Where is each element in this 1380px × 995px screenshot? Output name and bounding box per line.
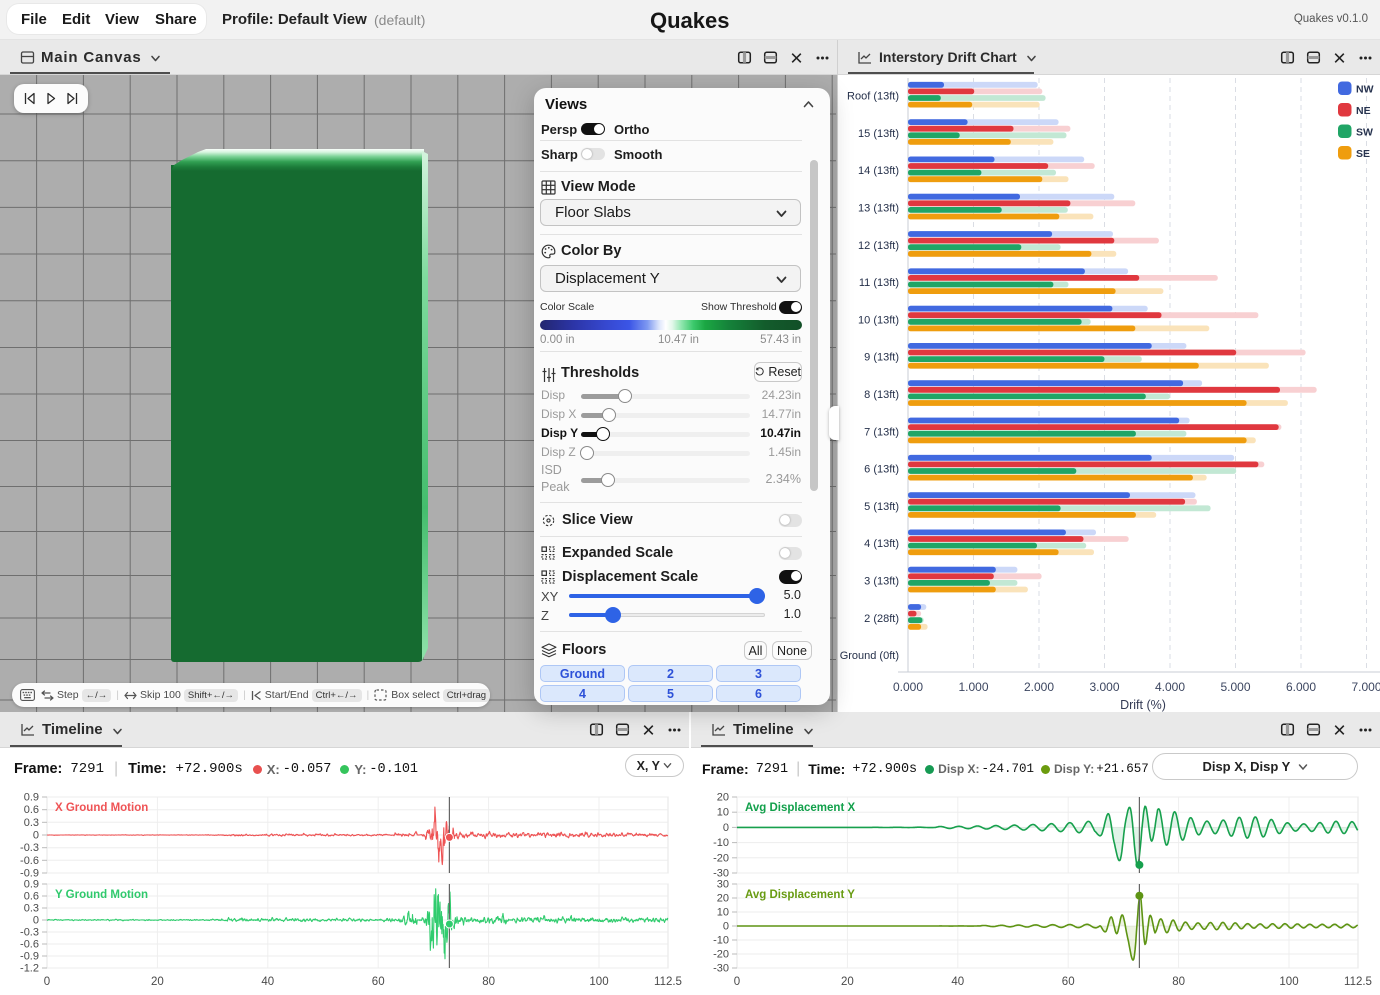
- svg-text:2.000: 2.000: [1024, 680, 1054, 694]
- svg-text:6.000: 6.000: [1286, 680, 1316, 694]
- svg-text:14 (13ft): 14 (13ft): [858, 165, 899, 177]
- svg-text:13 (13ft): 13 (13ft): [858, 203, 899, 215]
- svg-text:7.000: 7.000: [1351, 680, 1380, 694]
- svg-text:9 (13ft): 9 (13ft): [864, 352, 899, 364]
- svg-text:11 (13ft): 11 (13ft): [859, 277, 899, 289]
- svg-text:6 (13ft): 6 (13ft): [864, 464, 899, 476]
- svg-text:1.000: 1.000: [958, 680, 988, 694]
- svg-text:Drift (%): Drift (%): [1120, 698, 1166, 712]
- svg-text:0.000: 0.000: [893, 680, 923, 694]
- svg-text:Ground (0ft): Ground (0ft): [840, 650, 899, 662]
- svg-text:SW: SW: [1356, 127, 1373, 139]
- svg-text:NE: NE: [1356, 105, 1371, 117]
- svg-text:NW: NW: [1356, 84, 1374, 96]
- svg-text:5 (13ft): 5 (13ft): [864, 501, 899, 513]
- svg-text:12 (13ft): 12 (13ft): [858, 240, 899, 252]
- svg-text:7 (13ft): 7 (13ft): [864, 426, 899, 438]
- svg-text:15 (13ft): 15 (13ft): [858, 128, 899, 140]
- svg-text:2 (28ft): 2 (28ft): [864, 613, 899, 625]
- svg-text:3 (13ft): 3 (13ft): [864, 576, 899, 588]
- svg-text:Roof (13ft): Roof (13ft): [847, 91, 899, 103]
- svg-text:8 (13ft): 8 (13ft): [864, 389, 899, 401]
- svg-text:3.000: 3.000: [1089, 680, 1119, 694]
- svg-text:4.000: 4.000: [1155, 680, 1185, 694]
- svg-text:10 (13ft): 10 (13ft): [858, 314, 899, 326]
- svg-text:SE: SE: [1356, 148, 1370, 160]
- svg-text:5.000: 5.000: [1220, 680, 1250, 694]
- svg-text:4 (13ft): 4 (13ft): [864, 538, 899, 550]
